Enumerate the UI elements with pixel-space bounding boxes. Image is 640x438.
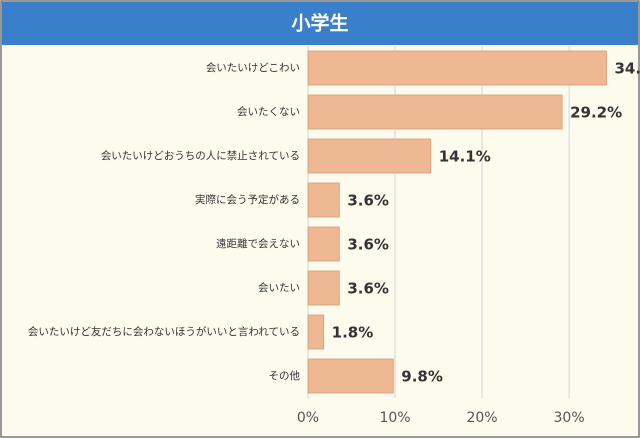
value-label: 3.6%	[347, 192, 389, 210]
y-tick-label: 会いたくない	[237, 105, 300, 118]
value-label: 34.3%	[615, 60, 640, 78]
value-label: 9.8%	[401, 368, 443, 386]
value-label: 29.2%	[570, 104, 622, 122]
value-label: 14.1%	[439, 148, 491, 166]
bar	[307, 226, 340, 262]
y-tick-label: その他	[269, 369, 301, 382]
y-tick-label: 会いたいけどこわい	[206, 61, 300, 74]
bar	[307, 94, 563, 130]
bar	[307, 138, 432, 174]
y-tick-label: 実際に会う予定がある	[195, 193, 300, 206]
value-label: 1.8%	[332, 324, 374, 342]
value-label: 3.6%	[347, 236, 389, 254]
chart-title: 小学生	[291, 12, 348, 35]
bar	[307, 270, 340, 306]
bar	[307, 314, 325, 350]
x-tick-label: 20%	[466, 410, 497, 426]
x-tick-label: 10%	[379, 410, 410, 426]
y-tick-label: 会いたい	[258, 281, 300, 294]
x-tick-label: 30%	[554, 410, 585, 426]
value-label: 3.6%	[347, 280, 389, 298]
bar	[307, 358, 394, 394]
y-tick-label: 会いたいけど友だちに会わないほうがいいと言われている	[28, 325, 300, 338]
bar	[307, 182, 340, 218]
bar	[307, 50, 607, 86]
title-bar	[2, 2, 638, 45]
y-tick-label: 遠距離で会えない	[216, 237, 300, 250]
y-tick-label: 会いたいけどおうちの人に禁止されている	[101, 149, 300, 162]
x-tick-label: 0%	[297, 410, 319, 426]
